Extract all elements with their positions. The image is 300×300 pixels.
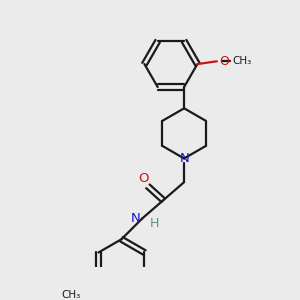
Text: CH₃: CH₃ <box>232 56 251 66</box>
Text: N: N <box>179 152 189 165</box>
Text: O: O <box>139 172 149 185</box>
Text: H: H <box>149 218 159 230</box>
Text: N: N <box>131 212 141 225</box>
Text: CH₃: CH₃ <box>61 290 80 300</box>
Text: O: O <box>219 55 229 68</box>
